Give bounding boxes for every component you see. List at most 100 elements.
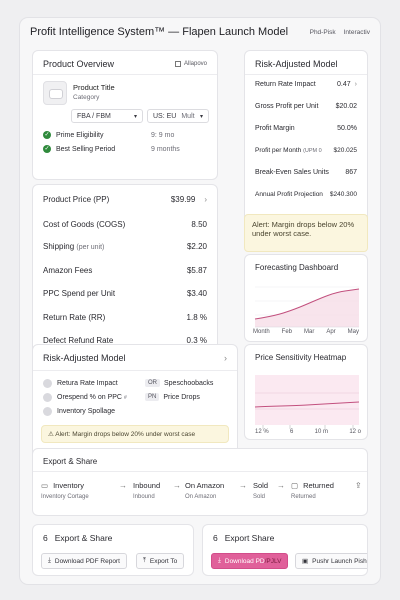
risk-label: Annual Profit Projection (255, 191, 323, 198)
factor-tag: PN (145, 393, 160, 401)
interactive-chip[interactable]: Interactiv (343, 28, 370, 36)
risk-label: Gross Profit per Unit (255, 103, 319, 110)
risk-value: $240.300 (329, 191, 357, 198)
arrow-right-icon: → (173, 481, 181, 490)
export-to-button[interactable]: ⤒ Export To (136, 553, 185, 569)
cost-row-defect[interactable]: Defect Refund Rate 0.3 % (43, 336, 207, 345)
marketplace-select[interactable]: US: EU Mult ▾ (147, 109, 209, 123)
cost-row-return[interactable]: Return Rate (RR) 1.8 % (43, 313, 207, 322)
risk-model-alert: ⚠ Alert: Margin drops below 20% under wo… (41, 425, 229, 443)
overview-badge[interactable]: Allapovo (174, 61, 207, 67)
check-icon: ✓ (43, 145, 51, 153)
product-category: Category (73, 94, 100, 101)
download-pdf-button[interactable]: ⤓ Download PDF Report (41, 553, 127, 569)
fulfillment-value: FBA / FBM (77, 112, 111, 120)
best-selling-label: Best Selling Period (56, 145, 116, 153)
cost-value: 0.3 % (186, 336, 207, 345)
export-icon[interactable]: ⇪ (355, 481, 362, 490)
arrow-right-icon: → (239, 481, 247, 490)
push-launch-button[interactable]: ▣ Pushr Launch Pish (295, 553, 367, 569)
month-label: Mar (304, 329, 315, 335)
month-label: Apr (326, 329, 336, 335)
export-number: 6 (43, 533, 48, 543)
download-pdf-primary-button[interactable]: ⤓ Download PD /PJLV (211, 553, 289, 569)
flow-step-label: Inbound (133, 481, 161, 490)
fulfillment-select[interactable]: FBA / FBM ▾ (71, 109, 143, 123)
risk-value: $20.025 (333, 147, 358, 154)
risk-row-gross-profit: Gross Profit per Unit $20.02 (255, 103, 357, 110)
cost-label: Shipping (43, 242, 75, 251)
risk-factor-return[interactable]: Retura Rate Impact (43, 379, 118, 388)
risk-model-alert-text: Alert: Margin drops below 20% under wors… (55, 431, 196, 438)
cost-value: 8.50 (191, 220, 207, 229)
risk-row-profit-month: Profit per Month (UPM 0 $20.025 (255, 147, 357, 154)
risk-label: Profit per Month (255, 147, 302, 154)
download-icon: ⤓ (48, 557, 51, 564)
flow-step-sub: Inbound (133, 494, 155, 500)
cost-row-price[interactable]: Product Price (PP) $39.99 › (43, 195, 207, 204)
document-icon: ▭ (41, 481, 49, 490)
export-share-card-right: 6 Export Share ⤓ Download PD /PJLV ▣ Pus… (202, 524, 368, 576)
flow-step-sold[interactable]: Sold Sold (253, 481, 293, 500)
flow-step-sub: On Amazon (185, 494, 217, 500)
forecast-card: Forecasting Dashboard Month Feb Mar Apr … (244, 254, 368, 342)
risk-factor-ppc[interactable]: Orespend % on PPC # (43, 393, 127, 402)
mode-chip[interactable]: Phd-Pisk (309, 28, 336, 36)
risk-factor-price-drops[interactable]: PN Price Drops (145, 393, 200, 401)
inventory-flow-card: Export & Share ▭ Inventory Inventory Cor… (32, 448, 368, 516)
risk-row-return-impact[interactable]: Return Rate Impact 0.47 › (255, 81, 357, 88)
cost-row-shipping[interactable]: Shipping (per unit) $2.20 (43, 242, 207, 251)
flow-step-inventory[interactable]: ▭ Inventory Inventory Cortage (41, 481, 111, 500)
best-selling-value: 9 months (151, 145, 180, 153)
cost-label: PPC Spend per Unit (43, 289, 116, 298)
download-pdf-primary-mark: /PJLV (264, 557, 282, 565)
risk-value: 867 (345, 169, 357, 176)
chevron-down-icon: ▾ (133, 113, 137, 120)
heatmap-title: Price Sensitivity Heatmap (255, 353, 347, 362)
risk-factor-label: Speschoobacks (164, 379, 214, 387)
risk-factor-chargebacks[interactable]: OR Speschoobacks (145, 379, 213, 387)
cost-inputs-card: Product Price (PP) $39.99 › Cost of Good… (32, 184, 218, 354)
forecast-area (255, 289, 359, 327)
forecast-line (254, 288, 360, 320)
forecast-chart (254, 286, 360, 328)
risk-row-annual: Annual Profit Projection $240.300 (255, 191, 357, 198)
cost-label: Product Price (PP) (43, 195, 110, 204)
risk-adjusted-panel: Risk-Adjusted Model Return Rate Impact 0… (244, 50, 368, 226)
heatmap-chart (254, 375, 360, 429)
flow-step-label: Inventory (53, 481, 84, 490)
export-to-label: Export To (149, 557, 178, 565)
prime-eligibility-row: ✓ Prime Eligibility 9: 9 mo (43, 131, 207, 139)
risk-factor-spoilage[interactable]: Inventory Spollage (43, 407, 115, 416)
cost-value: 1.8 % (186, 313, 207, 322)
flow-step-inbound[interactable]: Inbound Inbound (133, 481, 189, 500)
risk-row-break-even: Break-Even Sales Units 867 (255, 169, 357, 176)
cost-row-fees[interactable]: Amazon Fees $5.87 (43, 266, 207, 275)
heatmap-tick-labels: 12 % 6 10 m 12 o (255, 429, 361, 435)
cost-row-ppc[interactable]: PPC Spend per Unit $3.40 (43, 289, 207, 298)
flow-step-returned[interactable]: ▢ Returned Returned (291, 481, 351, 500)
tick-label: 10 m (314, 429, 328, 435)
tick-label: 12 % (255, 429, 269, 435)
device-icon (50, 90, 62, 98)
cost-row-cogs[interactable]: Cost of Goods (COGS) 8.50 (43, 220, 207, 229)
export-title: Export & Share (54, 533, 113, 543)
app-window: Profit Intelligence System™ — Flapen Lau… (20, 18, 380, 584)
cost-value: $2.20 (186, 242, 207, 251)
grid-icon (174, 61, 181, 67)
clipboard-icon: ▣ (302, 558, 309, 565)
flow-step-on-amazon[interactable]: On Amazon On Amazon (185, 481, 241, 500)
warning-icon: ⚠ (48, 431, 54, 438)
marketplace-extra: Mult (181, 112, 195, 120)
flow-step-label: On Amazon (185, 481, 225, 490)
cost-label: Return Rate (RR) (43, 313, 106, 322)
month-label: Feb (281, 329, 293, 335)
check-icon: ✓ (43, 131, 51, 139)
chevron-right-icon[interactable]: › (224, 353, 227, 363)
flow-title: Export & Share (43, 457, 98, 466)
risk-value: 50.0% (337, 125, 357, 132)
forecast-month-labels: Month Feb Mar Apr May (253, 329, 359, 335)
cost-value: $3.40 (186, 289, 207, 298)
month-label: Month (253, 329, 270, 335)
cost-value: $39.99 (170, 195, 196, 204)
